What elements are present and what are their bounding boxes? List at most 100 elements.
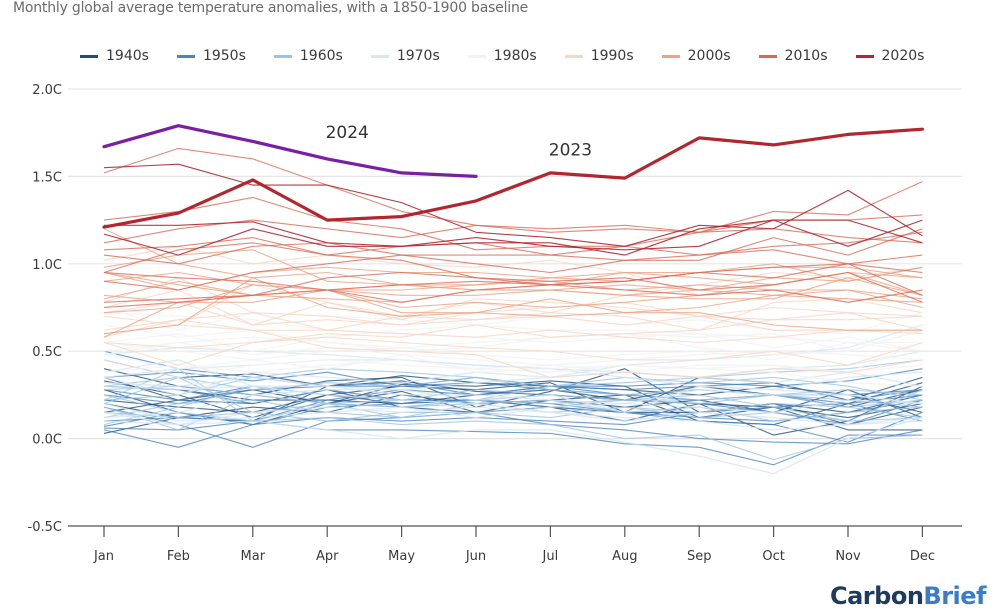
highlight-lines [102,124,925,229]
series-line-2022 [104,219,923,251]
legend-label: 1970s [396,48,440,64]
x-tick-label: Mar [241,549,266,564]
series-line-1993 [103,336,923,366]
carbonbrief-logo: CarbonBrief [830,582,986,610]
x-axis: Jan Feb Mar Apr May Jun Jul Aug Sep Oct Nov Dec [68,525,962,564]
legend-label: 2020s [881,48,925,64]
series-line-2021 [103,219,923,256]
series-line-1996 [103,319,923,344]
series-line-2017 [103,196,923,256]
annotations: 2024 2023 [326,123,592,160]
series-line-1999 [103,289,923,326]
legend-swatch [273,54,292,58]
legend-item-1960s[interactable]: 1960s [273,48,343,64]
legend-swatch [758,54,777,58]
series-line-1972 [103,350,923,419]
legend-label: 2000s [687,48,731,64]
legend-item-2020s[interactable]: 2020s [855,48,925,64]
series-line-2018 [103,228,923,265]
legend-item-1950s[interactable]: 1950s [176,48,246,64]
series-line-1995 [103,277,923,331]
series-line-2014 [103,249,923,291]
series-line-1971 [103,399,923,422]
x-tick-label: Sep [687,549,712,564]
series-line-1955 [103,406,923,448]
chart-title: Monthly global average temperature anoma… [13,0,529,16]
legend-swatch [564,54,583,58]
legend-item-2010s[interactable]: 2010s [758,48,828,64]
x-tick-label: Dec [910,549,935,564]
series-line-2015 [103,181,923,256]
legend: 1940s 1950s 1960s 1970s 1980s 1990s 2000s 2010s… [80,44,952,68]
legend-swatch [80,54,98,58]
logo-part-brief: Brief [923,582,986,610]
legend-swatch [467,54,486,58]
series-line-1990 [103,284,923,335]
series-line-1964 [103,394,923,461]
legend-item-1940s[interactable]: 1940s [80,48,149,64]
y-tick-label: 1.5C [32,170,62,185]
series-line-2020 [103,163,923,247]
series-line-2013 [103,263,923,291]
y-tick-label: -0.5C [28,520,62,535]
y-tick-label: 0.0C [32,433,62,448]
legend-label: 1940s [106,48,149,64]
y-axis: -0.5C 0.0C 0.5C 1.0C 1.5C 2.0C [28,83,62,535]
legend-label: 1960s [299,48,343,64]
series-line-1956 [103,420,923,466]
series-line-1991 [103,298,923,335]
series-line-1997 [103,266,923,331]
x-tick-label: Oct [762,549,784,564]
legend-item-1980s[interactable]: 1980s [467,48,537,64]
x-tick-label: Jul [542,549,559,564]
series-line-1989 [103,329,923,356]
series-line-1976 [103,411,923,475]
series-line-1978 [103,371,923,414]
series-line-1974 [103,406,923,431]
legend-label: 2010s [784,48,828,64]
legend-label: 1950s [202,48,246,64]
series-line-1975 [103,385,923,426]
x-tick-label: Nov [835,549,861,564]
series-line-2001 [103,277,923,314]
x-tick-label: Aug [612,549,637,564]
series-line-1985 [103,359,923,379]
series-line-1992 [103,315,923,378]
series-line-2012 [103,263,923,303]
series-line-1988 [103,306,923,344]
legend-label: 1980s [493,48,537,64]
series-lines [103,147,923,475]
series-line-1969 [103,359,923,401]
series-line-2010 [103,242,923,303]
annotation-2023: 2023 [549,140,592,160]
y-tick-label: 2.0C [32,83,62,98]
x-tick-label: May [388,549,415,564]
x-tick-label: Apr [316,549,339,564]
legend-label: 1990s [590,48,634,64]
series-line-1987 [103,312,923,352]
x-tick-label: Feb [167,549,190,564]
legend-item-2000s[interactable]: 2000s [661,48,731,64]
legend-item-1970s[interactable]: 1970s [370,48,440,64]
series-line-1961 [103,376,923,408]
series-line-1994 [103,312,923,366]
logo-part-carbon: Carbon [830,582,924,610]
annotation-2024: 2024 [326,123,369,143]
legend-swatch [855,54,874,58]
x-tick-label: Jun [465,549,486,564]
highlight-line-2024 [102,124,478,178]
y-tick-label: 0.5C [32,345,62,360]
series-line-1965 [103,406,923,422]
series-line-1963 [103,376,923,413]
legend-swatch [176,54,195,58]
series-line-2011 [103,284,923,309]
series-line-1980 [103,341,923,361]
highlight-line-2023 [102,127,925,229]
series-line-1962 [103,385,923,405]
x-tick-label: Jan [93,549,114,564]
legend-swatch [370,54,389,58]
legend-item-1990s[interactable]: 1990s [564,48,634,64]
series-line-2008 [103,277,923,335]
series-line-2016 [103,147,923,244]
